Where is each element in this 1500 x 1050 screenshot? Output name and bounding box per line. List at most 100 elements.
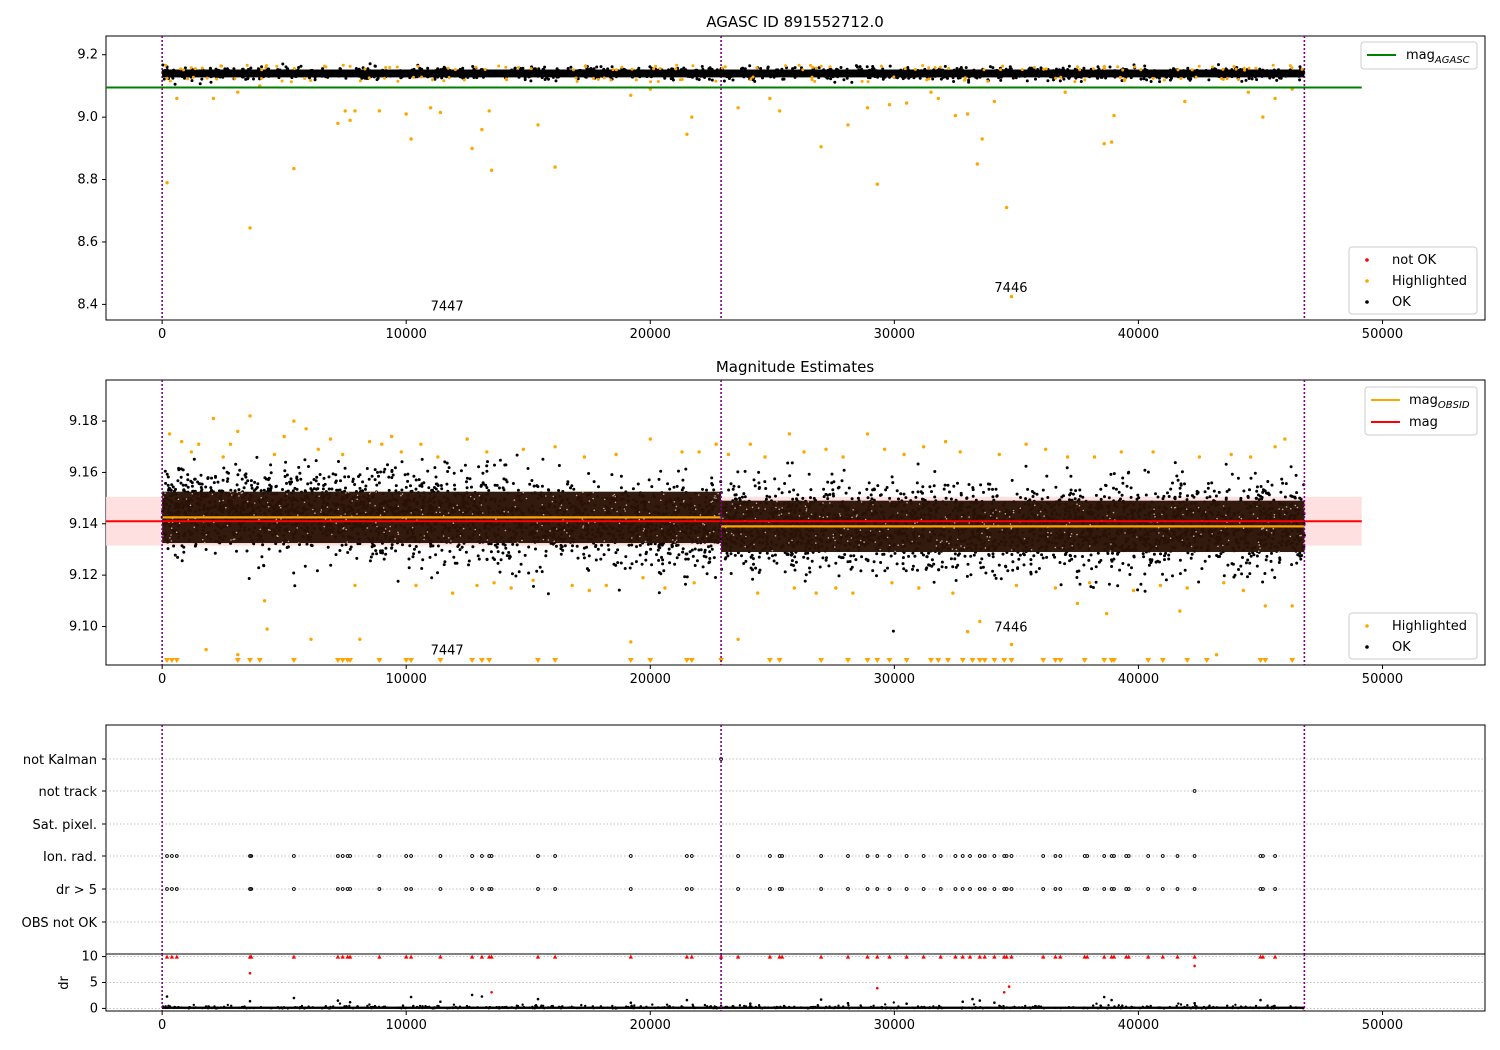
ok-point (574, 72, 578, 76)
ok-point (232, 67, 236, 71)
ok-point (1028, 66, 1032, 70)
highlighted-point (1118, 75, 1122, 79)
ok-point (761, 76, 764, 80)
band-point (260, 496, 263, 499)
ok-point (648, 71, 652, 75)
ok-point (837, 574, 841, 578)
band-point (673, 501, 676, 503)
ok-point (523, 73, 527, 77)
ok-point (242, 486, 246, 490)
band-point (225, 506, 227, 509)
ok-point (436, 67, 440, 71)
ok-point (177, 74, 181, 78)
highlighted-point (887, 103, 892, 107)
highlighted-point (892, 75, 896, 79)
band-point (278, 504, 281, 507)
ok-point (1135, 73, 1139, 77)
ok-point (1089, 553, 1093, 557)
ok-point (173, 82, 177, 86)
ok-point (1249, 72, 1253, 76)
ok-point (1075, 68, 1079, 72)
band-point (366, 527, 369, 529)
highlighted-point (809, 63, 812, 67)
ok-point (527, 545, 531, 549)
ok-point (255, 455, 259, 459)
ok-point (833, 72, 837, 76)
ok-point (628, 566, 632, 570)
ok-point (414, 545, 418, 548)
ok-point (255, 485, 259, 489)
ok-point (295, 487, 299, 491)
ok-point (477, 557, 481, 561)
ok-point (321, 487, 325, 491)
ok-point (551, 75, 555, 79)
ok-point (186, 473, 190, 477)
band-point (717, 492, 719, 495)
ok-point (281, 62, 285, 66)
ok-point (644, 552, 648, 556)
band-point (553, 540, 555, 543)
highlighted-point (179, 67, 183, 71)
ok-point (217, 68, 221, 72)
ok-point (317, 482, 321, 486)
ok-point (505, 554, 509, 558)
ok-point (163, 72, 167, 76)
ok-point (406, 472, 410, 476)
band-point (542, 538, 545, 541)
ok-point (1142, 76, 1146, 80)
ok-point (517, 550, 521, 554)
ok-point (638, 543, 642, 547)
ok-point (189, 479, 193, 483)
x-tick-label: 30000 (874, 327, 915, 342)
highlighted-point (921, 64, 925, 67)
ok-point (667, 73, 671, 77)
highlighted-point (953, 113, 958, 118)
ok-point (635, 545, 638, 549)
ok-point (1039, 67, 1043, 71)
ok-point (757, 481, 761, 485)
ok-point (602, 553, 606, 557)
ok-point (487, 489, 491, 492)
ok-point (1026, 72, 1030, 76)
highlighted-point (428, 106, 433, 110)
ok-point (493, 71, 497, 75)
highlighted-point (363, 67, 367, 71)
ok-point (393, 466, 397, 470)
band-point (713, 514, 716, 517)
ok-point (958, 76, 962, 80)
ok-point (235, 483, 239, 487)
ok-point (371, 552, 375, 556)
ok-point (453, 487, 457, 491)
ok-point (1105, 74, 1108, 78)
ok-point (729, 73, 733, 77)
highlighted-point (810, 75, 814, 79)
band-point (675, 505, 678, 508)
ok-point (253, 72, 257, 76)
ok-point (368, 559, 372, 563)
ok-point (193, 477, 197, 481)
ok-point (532, 584, 535, 588)
ok-point (781, 73, 785, 77)
ok-point (609, 75, 612, 79)
ok-point (202, 71, 206, 75)
ok-point (1283, 495, 1287, 499)
ok-point (431, 70, 435, 74)
ok-point (370, 474, 374, 478)
ok-point (1258, 67, 1262, 71)
ok-point (668, 561, 672, 565)
band-point (648, 501, 650, 503)
highlighted-point (903, 67, 907, 71)
band-point (541, 504, 543, 506)
ok-point (442, 65, 446, 69)
ok-point (511, 542, 515, 546)
band-point (450, 540, 452, 542)
ok-point (394, 73, 398, 77)
highlighted-point (801, 68, 805, 72)
highlighted-point (828, 65, 832, 69)
highlighted-point (1032, 65, 1036, 69)
ok-point (267, 547, 271, 551)
ok-point (1206, 486, 1210, 490)
ok-point (184, 69, 188, 73)
ok-point (831, 75, 835, 79)
ok-point (327, 74, 331, 78)
